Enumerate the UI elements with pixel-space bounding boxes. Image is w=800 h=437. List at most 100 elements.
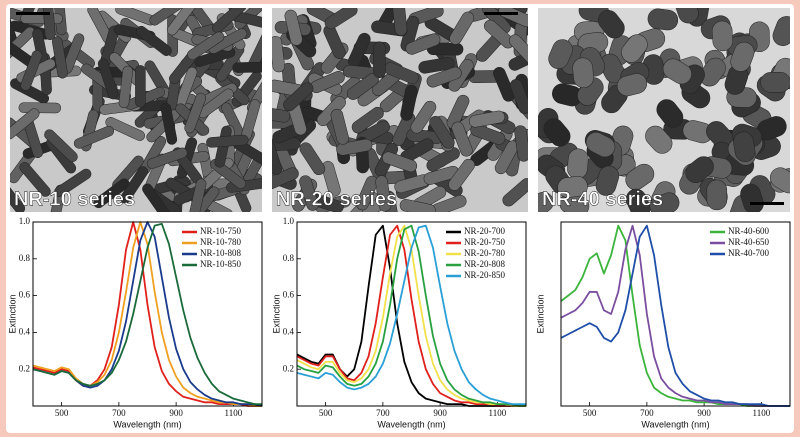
panel-label: NR-10 series bbox=[14, 188, 135, 210]
series-line bbox=[32, 222, 262, 406]
nanorod bbox=[514, 125, 528, 162]
nanorod bbox=[324, 8, 358, 30]
legend-label: NR-20-808 bbox=[464, 259, 505, 269]
nanorod bbox=[232, 61, 262, 73]
nanorod bbox=[351, 106, 384, 134]
nanorod bbox=[299, 142, 326, 176]
tem-image bbox=[10, 8, 262, 212]
scale-bar bbox=[16, 12, 50, 15]
nanorod bbox=[509, 79, 528, 114]
nanorod bbox=[42, 8, 56, 41]
x-tick-label: 900 bbox=[697, 408, 711, 418]
nanorod bbox=[730, 41, 755, 72]
nanorod bbox=[18, 102, 62, 114]
legend-label: NR-20-700 bbox=[464, 226, 505, 236]
y-tick-label: 0.4 bbox=[283, 326, 295, 336]
x-tick-label: 900 bbox=[169, 408, 183, 418]
nanorod bbox=[572, 57, 594, 89]
legend-label: NR-10-750 bbox=[200, 226, 241, 236]
legend-label: NR-20-750 bbox=[464, 237, 505, 247]
nanorod bbox=[372, 41, 386, 78]
nanorod bbox=[772, 16, 790, 46]
nanorod bbox=[283, 82, 314, 112]
panel-label: NR-20 series bbox=[276, 188, 397, 210]
legend-label: NR-10-780 bbox=[200, 237, 241, 247]
nanorod bbox=[706, 179, 728, 211]
x-tick-label: 500 bbox=[583, 408, 597, 418]
nanorod bbox=[142, 183, 171, 212]
nanorod bbox=[543, 118, 571, 147]
nanorod bbox=[769, 167, 790, 194]
nanorod bbox=[166, 8, 197, 36]
y-tick-label: 0.6 bbox=[283, 290, 295, 300]
series-line bbox=[560, 224, 790, 407]
nanorod bbox=[616, 73, 648, 97]
nanorod bbox=[410, 100, 437, 134]
y-tick-label: 0.2 bbox=[283, 363, 294, 373]
nanorod bbox=[105, 116, 145, 141]
nanorod bbox=[426, 147, 460, 172]
nanorod bbox=[356, 175, 379, 211]
nanorod bbox=[645, 125, 673, 154]
x-axis-label: Wavelength (nm) bbox=[641, 419, 709, 429]
y-tick-label: 1.0 bbox=[19, 216, 31, 226]
nanorod bbox=[10, 78, 50, 104]
nanorod bbox=[674, 8, 699, 24]
nanorod bbox=[498, 8, 528, 28]
nanorod bbox=[54, 168, 92, 197]
nanorod bbox=[760, 72, 790, 93]
nanorod bbox=[711, 20, 734, 52]
nanorod bbox=[299, 175, 319, 211]
nanorod bbox=[135, 25, 172, 56]
nanorod bbox=[548, 39, 573, 70]
series-line bbox=[296, 224, 526, 407]
y-tick-label: 0.8 bbox=[19, 253, 31, 263]
y-axis-label: Extinction bbox=[7, 294, 17, 333]
nanorod bbox=[595, 165, 620, 196]
y-tick-label: 0.4 bbox=[19, 326, 31, 336]
nanorod bbox=[470, 123, 506, 145]
nanorod bbox=[272, 35, 285, 73]
nanorod bbox=[662, 58, 692, 85]
nanorod bbox=[118, 65, 134, 108]
nanorod bbox=[135, 65, 146, 108]
plot-frame bbox=[32, 221, 263, 407]
nanorod bbox=[10, 108, 40, 140]
nanorod bbox=[73, 125, 114, 149]
x-tick-label: 700 bbox=[376, 408, 390, 418]
tem-image bbox=[272, 8, 528, 212]
y-tick-label: 0.6 bbox=[19, 290, 31, 300]
nanorod bbox=[733, 131, 756, 162]
x-tick-label: 500 bbox=[55, 408, 69, 418]
nanorod bbox=[44, 129, 78, 162]
nanorod bbox=[426, 66, 462, 88]
panel-label: NR-40 series bbox=[542, 188, 663, 210]
nanorod bbox=[508, 34, 528, 65]
x-tick-label: 700 bbox=[640, 408, 654, 418]
nanorod bbox=[184, 92, 207, 134]
nanorod bbox=[375, 175, 392, 212]
nanorod bbox=[429, 115, 455, 149]
x-tick-label: 1100 bbox=[489, 408, 507, 418]
legend-label: NR-20-850 bbox=[464, 270, 505, 280]
nanorod bbox=[97, 58, 119, 100]
nanorod bbox=[451, 121, 473, 157]
x-tick-label: 700 bbox=[112, 408, 126, 418]
nanorod bbox=[208, 28, 248, 54]
nanorod bbox=[585, 132, 616, 158]
nanorod bbox=[392, 8, 408, 36]
legend-label: NR-40-650 bbox=[728, 237, 769, 247]
x-tick-label: 1100 bbox=[225, 408, 243, 418]
nanorod bbox=[187, 31, 225, 60]
nanorod bbox=[272, 139, 282, 176]
plot-frame bbox=[560, 221, 791, 407]
legend-label: NR-10-808 bbox=[200, 248, 241, 258]
nanorod bbox=[685, 156, 714, 184]
nanorod bbox=[625, 188, 651, 212]
x-tick-label: 1100 bbox=[753, 408, 771, 418]
nanorod bbox=[284, 9, 303, 46]
scale-bar bbox=[750, 202, 784, 205]
nanorod bbox=[146, 147, 188, 169]
